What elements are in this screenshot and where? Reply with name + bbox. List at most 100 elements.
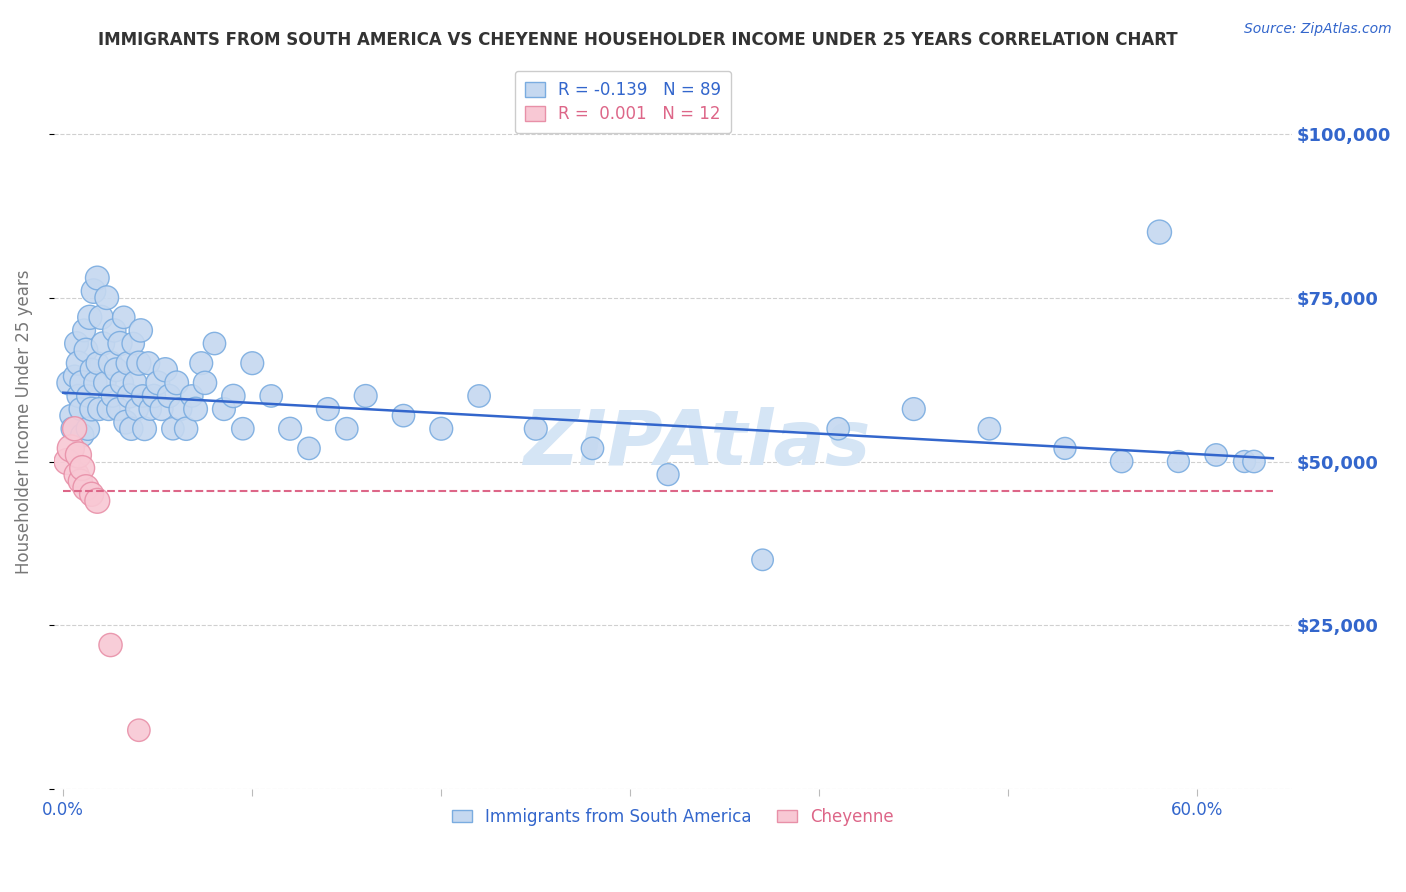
Point (134, 422, 156, 436)
Point (100, 638, 122, 652)
Y-axis label: Householder Income Under 25 years: Householder Income Under 25 years (15, 270, 32, 574)
Point (1243, 454, 1265, 468)
Point (260, 389, 283, 403)
Point (129, 323, 152, 337)
Legend: Immigrants from South America, Cheyenne: Immigrants from South America, Cheyenne (441, 798, 904, 836)
Point (111, 376, 134, 390)
Point (316, 402, 339, 417)
Point (278, 422, 301, 436)
Point (1233, 454, 1256, 468)
Point (96, 291, 118, 305)
Point (240, 356, 263, 370)
Point (100, 356, 122, 370)
Point (120, 422, 142, 436)
Point (524, 422, 547, 436)
Point (89, 402, 111, 417)
Point (86, 356, 108, 370)
Point (107, 402, 129, 417)
Point (212, 402, 235, 417)
Point (157, 389, 180, 403)
Point (125, 402, 148, 417)
Point (84, 376, 107, 390)
Point (76, 389, 98, 403)
Point (70, 376, 93, 390)
Point (105, 363, 128, 377)
Point (128, 356, 150, 370)
Point (827, 422, 849, 436)
Point (184, 402, 207, 417)
Point (1149, 225, 1171, 239)
Point (117, 356, 139, 370)
Point (114, 415, 136, 429)
Point (657, 467, 679, 482)
Point (169, 402, 191, 417)
Point (67, 356, 90, 370)
Point (392, 409, 415, 423)
Point (80, 363, 103, 377)
Point (58, 376, 80, 390)
Point (97, 402, 120, 417)
Point (101, 389, 124, 403)
Point (430, 422, 453, 436)
Point (108, 336, 131, 351)
Point (979, 422, 1001, 436)
Point (67, 448, 90, 462)
Point (65, 467, 87, 482)
Point (90, 310, 112, 325)
Point (1111, 454, 1133, 468)
Point (70, 461, 93, 475)
Point (1053, 442, 1076, 456)
Point (190, 356, 212, 370)
Point (80, 402, 103, 417)
Text: IMMIGRANTS FROM SOUTH AMERICA VS CHEYENNE HOUSEHOLDER INCOME UNDER 25 YEARS CORR: IMMIGRANTS FROM SOUTH AMERICA VS CHEYENN… (98, 31, 1178, 49)
Point (1205, 448, 1227, 462)
Text: Source: ZipAtlas.com: Source: ZipAtlas.com (1244, 22, 1392, 37)
Point (86, 493, 108, 508)
Point (91, 336, 114, 351)
Point (75, 481, 97, 495)
Point (155, 363, 177, 377)
Point (67, 389, 90, 403)
Point (194, 376, 217, 390)
Point (354, 389, 377, 403)
Point (232, 422, 254, 436)
Point (80, 487, 103, 501)
Point (131, 389, 153, 403)
Point (59, 442, 82, 456)
Point (162, 422, 184, 436)
Point (76, 422, 98, 436)
Point (63, 422, 86, 436)
Point (222, 389, 245, 403)
Point (143, 389, 166, 403)
Point (204, 336, 226, 351)
Point (903, 402, 925, 417)
Point (59, 409, 82, 423)
Point (180, 389, 202, 403)
Point (146, 376, 169, 390)
Point (336, 422, 359, 436)
Point (70, 428, 93, 442)
Point (139, 402, 162, 417)
Point (1167, 454, 1189, 468)
Point (94, 376, 117, 390)
Point (112, 310, 135, 325)
Point (122, 336, 145, 351)
Point (118, 389, 141, 403)
Point (128, 723, 150, 738)
Point (79, 310, 101, 325)
Point (136, 356, 159, 370)
Point (63, 369, 86, 384)
Point (56, 454, 79, 468)
Point (83, 284, 105, 298)
Point (69, 474, 91, 488)
Point (150, 402, 173, 417)
Point (103, 323, 125, 337)
Point (65, 336, 87, 351)
Point (69, 402, 91, 417)
Point (581, 442, 603, 456)
Point (166, 376, 188, 390)
Text: ZIPAtlas: ZIPAtlas (524, 408, 872, 481)
Point (62, 422, 84, 436)
Point (73, 323, 96, 337)
Point (75, 343, 97, 357)
